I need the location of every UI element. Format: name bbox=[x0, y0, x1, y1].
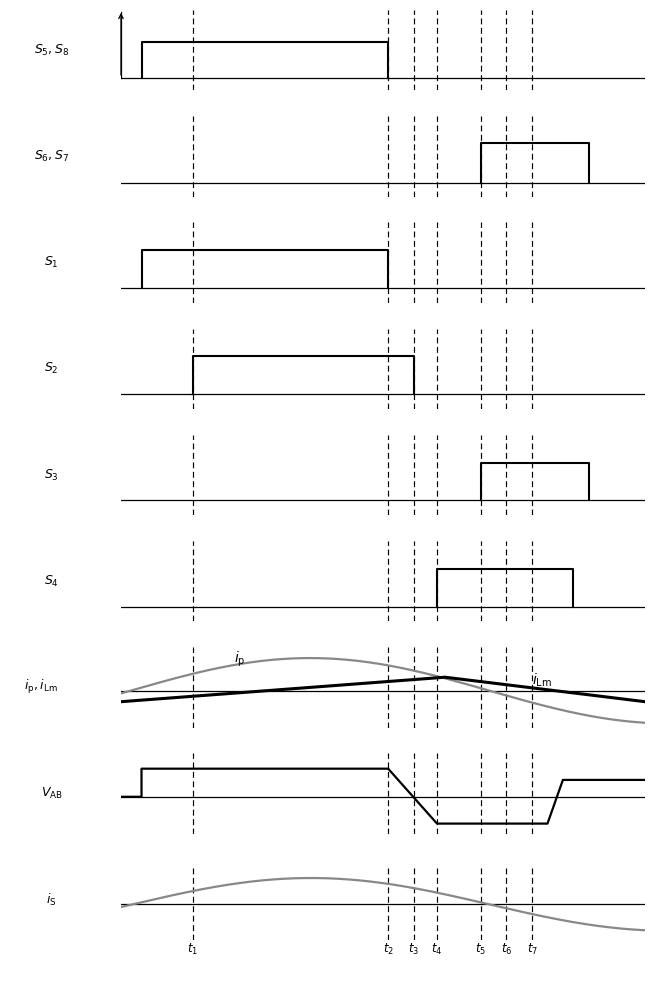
Text: $t_5$: $t_5$ bbox=[475, 942, 487, 957]
Y-axis label: $S_5,S_8$: $S_5,S_8$ bbox=[34, 43, 69, 58]
Y-axis label: $S_6,S_7$: $S_6,S_7$ bbox=[34, 149, 69, 164]
Y-axis label: $S_3$: $S_3$ bbox=[44, 467, 59, 483]
Text: $t_6$: $t_6$ bbox=[501, 942, 512, 957]
Text: $t_1$: $t_1$ bbox=[187, 942, 198, 957]
Y-axis label: $S_4$: $S_4$ bbox=[44, 574, 59, 589]
Text: $i_{\rm p}$: $i_{\rm p}$ bbox=[234, 649, 245, 669]
Y-axis label: $V_{\rm AB}$: $V_{\rm AB}$ bbox=[40, 786, 62, 801]
Y-axis label: $i_{\rm p},i_{\rm Lm}$: $i_{\rm p},i_{\rm Lm}$ bbox=[24, 678, 57, 696]
Y-axis label: $S_2$: $S_2$ bbox=[44, 361, 58, 376]
Y-axis label: $S_1$: $S_1$ bbox=[44, 255, 59, 270]
Text: $t_4$: $t_4$ bbox=[431, 942, 443, 957]
Text: $t_7$: $t_7$ bbox=[527, 942, 538, 957]
Text: $i_{\rm Lm}$: $i_{\rm Lm}$ bbox=[532, 672, 552, 689]
Y-axis label: $i_{\rm S}$: $i_{\rm S}$ bbox=[46, 892, 57, 908]
Text: $t_2$: $t_2$ bbox=[382, 942, 394, 957]
Text: $t_3$: $t_3$ bbox=[409, 942, 419, 957]
